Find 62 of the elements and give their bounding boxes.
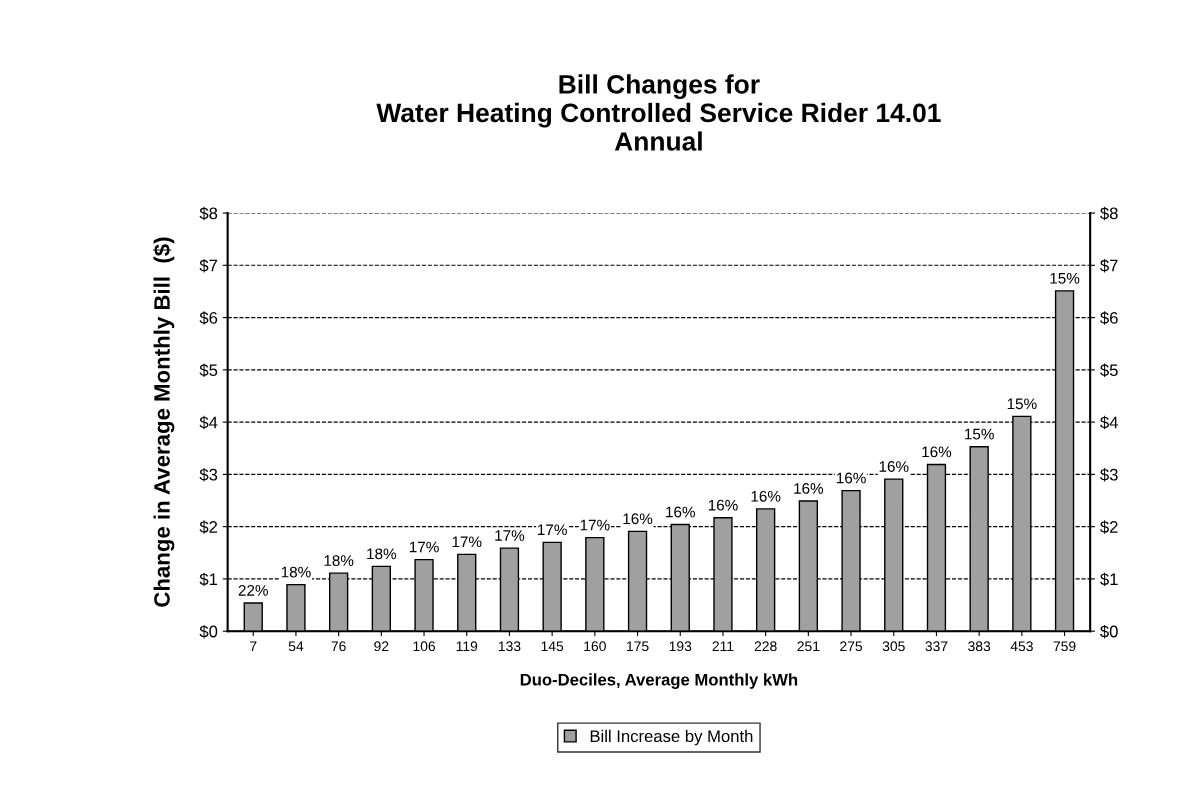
y-tick-label: $0: [199, 624, 218, 639]
annotation: 18%: [281, 566, 311, 578]
annotation: 16%: [879, 461, 909, 472]
x-tick-label: 211: [712, 641, 734, 651]
y-tick-label: $6: [199, 311, 218, 325]
annotation: 17%: [580, 519, 610, 531]
annotation: 16%: [922, 446, 952, 458]
x-tick-label: 54: [288, 641, 304, 652]
x-tick-label: 759: [1053, 641, 1076, 652]
annotation: 16%: [623, 513, 653, 525]
y2-tick-label: $1: [1100, 572, 1118, 587]
x-tick-label: 145: [541, 641, 564, 652]
y2-tick-label: $6: [1100, 311, 1118, 325]
x-tick-label: 7: [250, 641, 257, 651]
x-tick-label: 228: [754, 641, 777, 652]
y-tick-label: $8: [199, 206, 218, 221]
x-tick-label: 453: [1010, 641, 1033, 652]
y-tick-label: $3: [199, 468, 218, 482]
y-tick-label: $5: [199, 363, 218, 378]
annotation: 16%: [836, 472, 866, 484]
y-axis-title: Change in Average Monthly Bill ($): [153, 237, 175, 607]
y2-tick-label: $8: [1100, 206, 1118, 221]
x-tick-label: 175: [627, 641, 649, 652]
annotation: 17%: [452, 536, 482, 548]
annotation: 18%: [324, 555, 354, 566]
x-tick-label: 193: [669, 641, 692, 652]
annotation: 17%: [409, 541, 439, 553]
annotation: 17%: [538, 524, 567, 536]
y2-tick-label: $2: [1100, 520, 1118, 534]
x-tick-label: 337: [925, 641, 948, 652]
x-tick-label: 383: [968, 641, 991, 652]
annotation: 17%: [495, 530, 525, 541]
y2-tick-label: $5: [1100, 363, 1118, 378]
annotation: 16%: [751, 490, 781, 502]
x-tick-label: 106: [413, 641, 436, 652]
x-tick-label: 160: [584, 641, 606, 652]
annotation: 16%: [666, 506, 695, 518]
x-tick-label: 76: [331, 641, 346, 652]
annotation: 16%: [794, 483, 824, 494]
x-tick-label: 133: [498, 641, 521, 652]
x-tick-label: 119: [456, 641, 478, 652]
y-tick-label: $2: [199, 520, 218, 534]
annotation: 16%: [708, 499, 738, 511]
annotation: 15%: [1007, 398, 1037, 410]
x-tick-label: 251: [797, 641, 820, 652]
x-axis-title: Duo-Deciles, Average Monthly kWh: [520, 673, 798, 689]
y2-tick-label: $7: [1100, 259, 1118, 273]
y-tick-label: $1: [199, 572, 218, 587]
annotation: 18%: [367, 548, 397, 560]
legend-label: Bill Increase by Month: [590, 729, 753, 746]
y2-tick-label: $4: [1100, 415, 1118, 430]
y2-tick-label: $3: [1100, 468, 1118, 482]
annotation: 15%: [1050, 272, 1080, 284]
chart-title: Bill Changes for Water Heating Controlled Service Rider 14.01 Annual: [376, 74, 941, 151]
y2-tick-label: $0: [1100, 624, 1118, 639]
annotation: 15%: [965, 428, 994, 440]
annotation: 22%: [238, 584, 268, 596]
y-tick-label: $4: [199, 415, 218, 430]
x-tick-label: 92: [374, 641, 389, 652]
x-tick-label: 305: [882, 641, 905, 652]
x-tick-label: 275: [840, 641, 863, 652]
y-tick-label: $7: [199, 259, 218, 273]
